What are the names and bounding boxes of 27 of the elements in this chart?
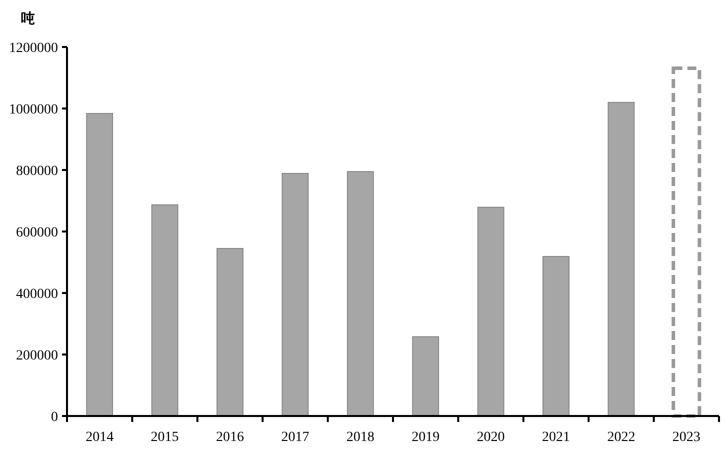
- x-tick-label: 2020: [476, 430, 505, 445]
- x-tick-label: 2017: [281, 430, 310, 445]
- x-tick-label: 2021: [542, 430, 570, 445]
- y-tick-label: 1200000: [9, 40, 58, 56]
- y-tick-label: 0: [51, 410, 58, 425]
- bar: [412, 336, 440, 416]
- bar: [216, 248, 244, 416]
- y-tick-label: 800000: [16, 164, 58, 179]
- bar: [477, 206, 504, 416]
- x-tick-label: 2014: [86, 430, 114, 445]
- x-tick-label: 2023: [672, 430, 700, 445]
- x-tick-label: 2022: [607, 430, 636, 445]
- y-tick-label: 200000: [16, 348, 58, 364]
- y-tick-label: 600000: [16, 225, 58, 240]
- bar: [86, 113, 114, 416]
- bar: [608, 102, 635, 416]
- y-tick-label: 1000000: [9, 102, 58, 118]
- bar: [282, 172, 309, 416]
- x-tick-label: 2016: [216, 430, 244, 445]
- x-tick-label: 2018: [346, 430, 374, 445]
- y-tick-label: 400000: [16, 286, 58, 302]
- bar: [346, 171, 374, 416]
- y-axis-title: 吨: [21, 11, 35, 27]
- bar: [542, 256, 570, 416]
- x-tick-label: 2019: [412, 430, 440, 445]
- bar: [151, 204, 178, 416]
- x-tick-label: 2015: [150, 430, 179, 445]
